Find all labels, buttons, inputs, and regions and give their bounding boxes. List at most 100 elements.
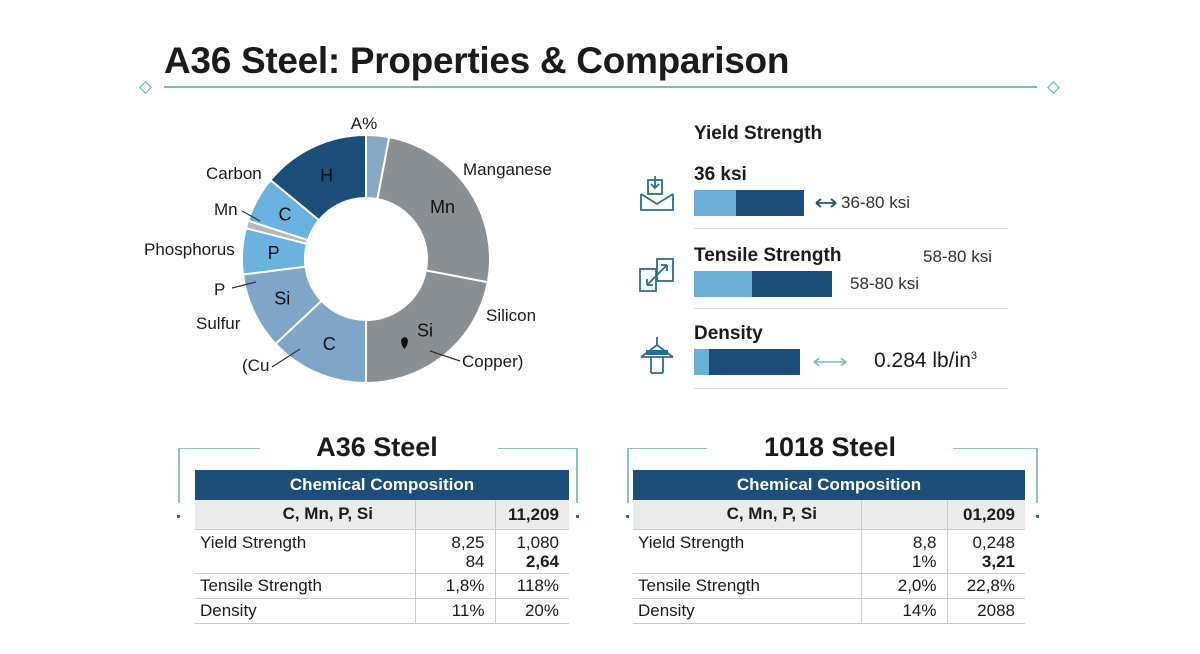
leader-line xyxy=(231,281,257,289)
diamond-right-icon xyxy=(1047,81,1060,94)
bracket-line xyxy=(627,448,629,503)
bracket-line xyxy=(627,448,707,449)
slice-inner-label: C xyxy=(278,204,291,224)
table-cell: 1,080 2,64 xyxy=(495,529,569,574)
leader-line xyxy=(429,350,461,362)
marker-icon xyxy=(401,337,408,349)
yield-bar xyxy=(694,190,804,216)
slice-outer-label: Phosphorus xyxy=(144,240,235,259)
slice-inner-label: Mn xyxy=(430,197,455,217)
table-row: Tensile Strength 2,0% 22,8% xyxy=(633,573,1025,599)
yield-bar-dark xyxy=(735,190,804,216)
slice-inner-label: H xyxy=(320,165,333,185)
slice-outer-label: Copper) xyxy=(462,352,523,371)
1018-table: Chemical Composition C, Mn, P, Si 01,209… xyxy=(633,470,1025,624)
cell-line: 2,64 xyxy=(525,551,559,571)
table-cell: 118% xyxy=(495,573,569,599)
cell-line: 8,8 xyxy=(912,532,937,552)
leader-line xyxy=(271,348,301,368)
density-heading: Density xyxy=(694,323,763,344)
a36-table: Chemical Composition C, Mn, P, Si 11,209… xyxy=(195,470,569,624)
density-bar-light xyxy=(694,349,709,375)
slice-inner-label: P xyxy=(268,243,280,263)
double-arrow-icon xyxy=(813,357,847,367)
1018-panel-title: 1018 Steel xyxy=(763,432,897,462)
tensile-bar xyxy=(694,271,832,297)
density-bar-dark xyxy=(708,349,800,375)
slice-outer-label: Sulfur xyxy=(196,314,241,333)
tensile-range: 58-80 ksi xyxy=(850,274,919,293)
density-value-sup: 3 xyxy=(970,350,978,362)
table-row: Yield Strength 8,25 84 1,080 2,64 xyxy=(195,529,569,574)
slice-outer-label: Silicon xyxy=(486,306,536,325)
tensile-arrows-icon xyxy=(639,258,674,292)
slice-inner-label: Si xyxy=(274,288,290,308)
slice-outer-label: (Cu xyxy=(242,356,269,375)
table-cell: Tensile Strength xyxy=(195,573,416,599)
donut-slice xyxy=(376,136,491,284)
table-cell: 8,8 1% xyxy=(861,529,948,574)
a36-panel-title: A36 Steel xyxy=(316,432,438,462)
table-cell: C, Mn, P, Si xyxy=(195,500,416,530)
table-cell: 1,8% xyxy=(415,573,496,599)
table-row: C, Mn, P, Si 01,209 xyxy=(633,500,1025,530)
table-row: Density 11% 20% xyxy=(195,598,569,624)
yield-range: 36-80 ksi xyxy=(841,193,910,212)
dot xyxy=(1036,515,1039,518)
table-cell: 8,25 84 xyxy=(415,529,496,574)
cell-line: 84 xyxy=(465,551,485,571)
yield-envelope-icon xyxy=(640,176,674,211)
bracket-line xyxy=(953,448,1037,449)
slice-outer-label: Mn xyxy=(214,200,238,219)
table-cell: Yield Strength xyxy=(633,529,862,574)
tensile-bar-light xyxy=(694,271,752,297)
cell-line: 1,080 xyxy=(516,532,559,552)
cell-line: 1% xyxy=(911,551,937,571)
yield-value: 36 ksi xyxy=(694,164,747,185)
table-row: Tensile Strength 1,8% 118% xyxy=(195,573,569,599)
table-cell: 2088 xyxy=(947,598,1025,624)
slice-outer-label: A% xyxy=(351,114,377,133)
cell-line: 8,25 xyxy=(451,532,485,552)
dot xyxy=(177,515,180,518)
yield-strength-heading: Yield Strength xyxy=(694,123,823,144)
slice-inner-label: Si xyxy=(417,320,433,340)
dot xyxy=(626,515,629,518)
slice-outer-label: Carbon xyxy=(206,164,262,183)
slice-outer-label: Manganese xyxy=(463,160,552,179)
table-header: Chemical Composition xyxy=(633,470,1025,500)
table-cell: Tensile Strength xyxy=(633,573,862,599)
table-cell: 0,248 3,21 xyxy=(947,529,1025,574)
table-cell: 22,8% xyxy=(947,573,1025,599)
tensile-value: 58-80 ksi xyxy=(923,247,992,266)
cell-line: 3,21 xyxy=(981,551,1015,571)
leader-line xyxy=(241,210,261,222)
bracket-line xyxy=(498,448,576,449)
bracket-line xyxy=(178,448,260,449)
table-cell xyxy=(415,500,496,530)
density-pillar-icon xyxy=(640,337,674,374)
density-value: 0.284 lb/in3 xyxy=(874,349,977,373)
table-cell: Density xyxy=(195,598,416,624)
table-cell: 2,0% xyxy=(861,573,948,599)
table-cell: 01,209 xyxy=(947,500,1025,530)
slice-inner-label: C xyxy=(323,334,336,354)
table-header: Chemical Composition xyxy=(195,470,569,500)
separator xyxy=(694,228,1008,229)
tensile-strength-heading: Tensile Strength xyxy=(694,245,842,266)
separator xyxy=(694,388,1008,389)
bracket-line xyxy=(576,448,578,503)
dot xyxy=(576,515,579,518)
density-value-text: 0.284 lb/in xyxy=(874,349,971,372)
table-cell: C, Mn, P, Si xyxy=(633,500,862,530)
table-row: C, Mn, P, Si 11,209 xyxy=(195,500,569,530)
table-cell: Density xyxy=(633,598,862,624)
yield-bar-light xyxy=(694,190,736,216)
table-row: Density 14% 2088 xyxy=(633,598,1025,624)
composition-donut-chart: A% Mn Manganese Si Silicon Copper) C (Cu Si Sulfu… xyxy=(144,114,552,385)
separator xyxy=(694,308,1008,309)
density-bar xyxy=(694,349,800,375)
page-title: A36 Steel: Properties & Comparison xyxy=(164,40,790,81)
slice-outer-label: P xyxy=(214,280,225,299)
title-rule xyxy=(164,86,1037,88)
